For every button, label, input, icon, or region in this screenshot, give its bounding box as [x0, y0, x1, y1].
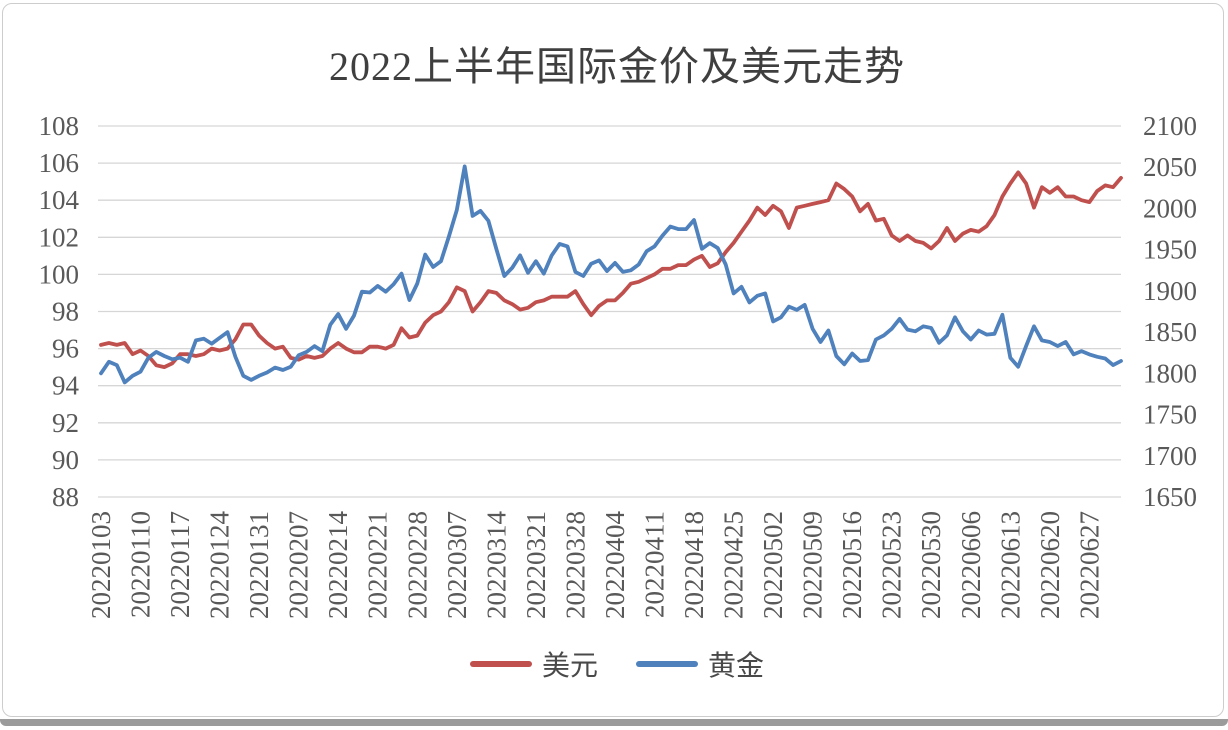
x-axis-label: 20220606	[956, 511, 986, 619]
x-axis-label: 20220516	[837, 511, 867, 619]
x-axis-label: 20220110	[126, 511, 156, 618]
x-axis-label: 20220117	[165, 511, 195, 618]
x-axis-label: 20220131	[244, 511, 274, 619]
y-axis-tick-right: 1800	[1143, 358, 1197, 388]
y-axis-tick-left: 104	[39, 185, 80, 215]
x-axis-label: 20220321	[521, 511, 551, 619]
x-axis-label: 20220425	[719, 511, 749, 619]
x-axis-label: 20220418	[679, 511, 709, 619]
y-axis-tick-left: 108	[39, 111, 80, 141]
y-axis-tick-right: 1700	[1143, 441, 1197, 471]
legend-item-usd: 美元	[470, 644, 598, 684]
x-axis-label: 20220627	[1074, 511, 1104, 619]
x-axis-label: 20220613	[995, 511, 1025, 619]
y-axis-tick-right: 1650	[1143, 482, 1197, 512]
x-axis-label: 20220530	[916, 511, 946, 619]
line-chart: 88 90 92 94 96 98 100 102 104 106 108 1650 1700 1750 1…	[3, 4, 1228, 730]
y-axis-tick-left: 96	[52, 334, 79, 364]
x-axis-label: 20220103	[86, 511, 116, 619]
y-axis-tick-left: 90	[52, 445, 79, 475]
gold-legend-label: 黄金	[708, 644, 764, 684]
y-axis-tick-right: 2100	[1143, 111, 1197, 141]
legend: 美元 黄金	[3, 644, 1228, 684]
x-axis-label: 20220404	[600, 511, 630, 620]
x-axis-label: 20220124	[205, 511, 235, 620]
y-axis-tick-left: 106	[39, 148, 80, 178]
x-axis-label: 20220502	[758, 511, 788, 619]
gold-legend-marker	[636, 661, 698, 667]
x-axis-label: 20220620	[1035, 511, 1065, 619]
window-bottom-edge	[0, 719, 1228, 726]
x-axis-label: 20220509	[798, 511, 828, 619]
x-axis-label: 20220228	[402, 511, 432, 619]
x-axis-label: 20220328	[560, 511, 590, 619]
y-axis-tick-left: 88	[52, 482, 79, 512]
x-axis-label: 20220314	[481, 511, 511, 620]
x-axis-label: 20220411	[640, 511, 670, 618]
y-axis-tick-left: 102	[39, 222, 80, 252]
x-axis-label: 20220207	[284, 511, 314, 619]
y-axis-tick-right: 1900	[1143, 276, 1197, 306]
y-axis-tick-right: 2000	[1143, 193, 1197, 223]
x-axis-label: 20220307	[442, 511, 472, 619]
y-axis-tick-right: 1850	[1143, 317, 1197, 347]
y-axis-tick-right: 1950	[1143, 235, 1197, 265]
usd-legend-label: 美元	[542, 644, 598, 684]
y-axis-tick-left: 92	[52, 408, 79, 438]
x-axis-label: 20220523	[877, 511, 907, 619]
legend-item-gold: 黄金	[636, 644, 764, 684]
x-axis-label: 20220214	[323, 511, 353, 620]
x-axis-label: 20220221	[363, 511, 393, 619]
usd-legend-marker	[470, 661, 532, 667]
y-axis-tick-left: 100	[39, 259, 80, 289]
y-axis-tick-right: 1750	[1143, 400, 1197, 430]
y-axis-tick-left: 98	[52, 297, 79, 327]
y-axis-tick-left: 94	[52, 371, 80, 401]
y-axis-tick-right: 2050	[1143, 152, 1197, 182]
